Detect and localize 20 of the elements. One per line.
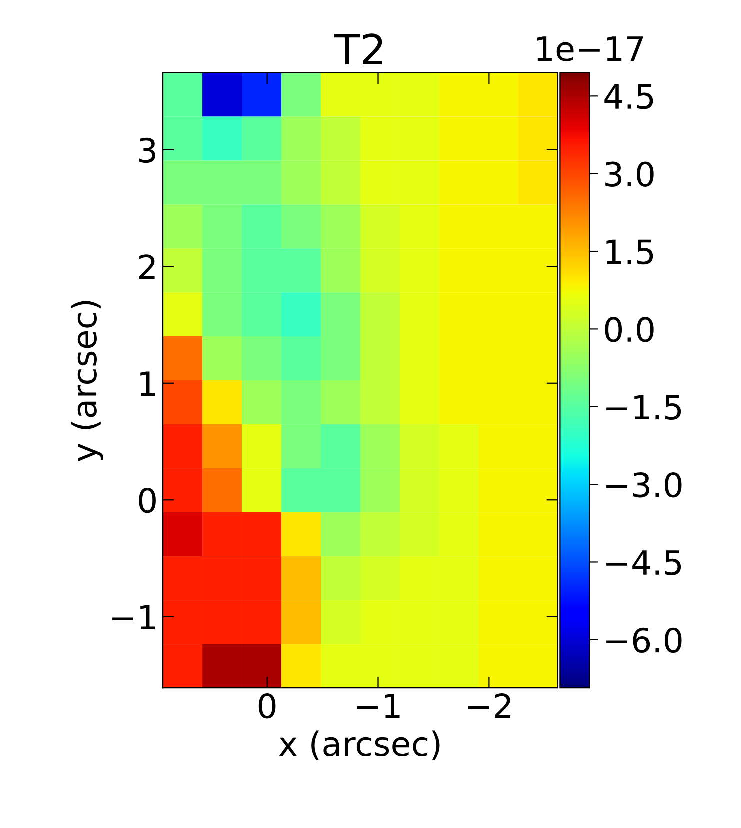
y-tick-label: 0 [139,488,156,514]
y-tick-label: 3 [139,138,156,164]
color-bar-label: 0.0 [605,317,654,342]
chart-title: T2 [334,34,382,65]
color-bar-label: −3.0 [606,472,682,498]
y-axis-title: y (arcsec) [71,301,104,462]
x-axis-title: x (arcsec) [279,730,440,760]
color-bar-label: −6.0 [606,628,682,654]
color-bar-label: −4.5 [606,550,682,576]
x-tick-label: −2 [468,694,510,718]
text: 1e−17 [537,36,644,62]
color-bar-label: 3.0 [606,162,654,187]
y-tick-label: 2 [139,254,155,280]
x-tick-label: 0 [258,694,276,719]
color-bar-label: −1.5 [606,395,682,420]
color-bar-label: 4.5 [604,84,654,110]
color-bar-label: 1.5 [606,240,654,265]
y-tick-label: −1 [112,605,156,630]
x-tick-label: −1 [357,694,400,718]
y-tick-label: 1 [140,372,156,396]
